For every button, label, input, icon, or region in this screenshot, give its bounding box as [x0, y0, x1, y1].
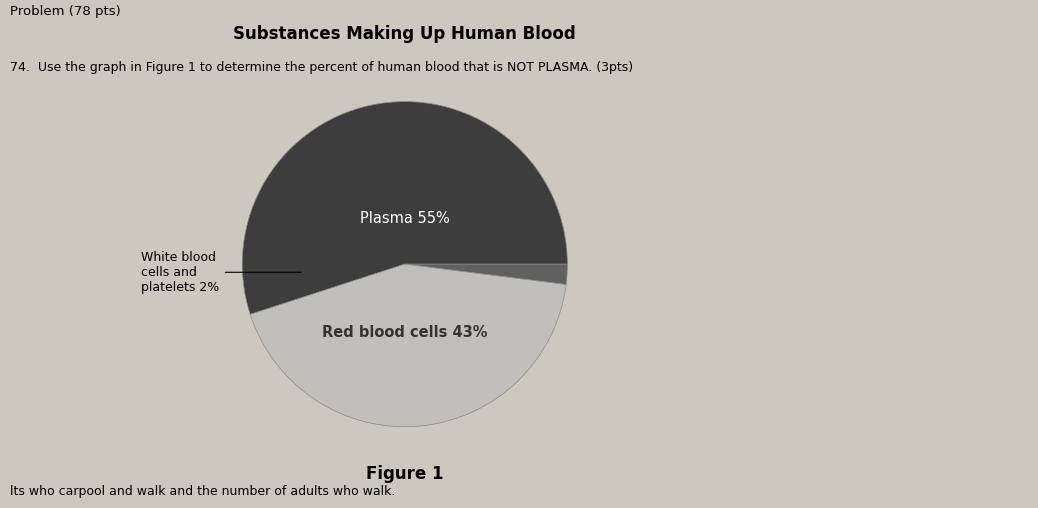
Wedge shape: [250, 264, 566, 427]
Wedge shape: [405, 264, 568, 284]
Text: Problem (78 pts): Problem (78 pts): [10, 5, 121, 18]
Text: Substances Making Up Human Blood: Substances Making Up Human Blood: [234, 25, 576, 43]
Text: Plasma 55%: Plasma 55%: [360, 211, 449, 226]
Wedge shape: [242, 102, 568, 314]
Text: 74.  Use the graph in Figure 1 to determine the percent of human blood that is N: 74. Use the graph in Figure 1 to determi…: [10, 61, 633, 74]
Text: lts who carpool and walk and the number of adults who walk.: lts who carpool and walk and the number …: [10, 485, 395, 498]
Text: White blood
cells and
platelets 2%: White blood cells and platelets 2%: [141, 251, 301, 294]
Text: Figure 1: Figure 1: [366, 465, 443, 483]
Text: Red blood cells 43%: Red blood cells 43%: [322, 325, 488, 340]
